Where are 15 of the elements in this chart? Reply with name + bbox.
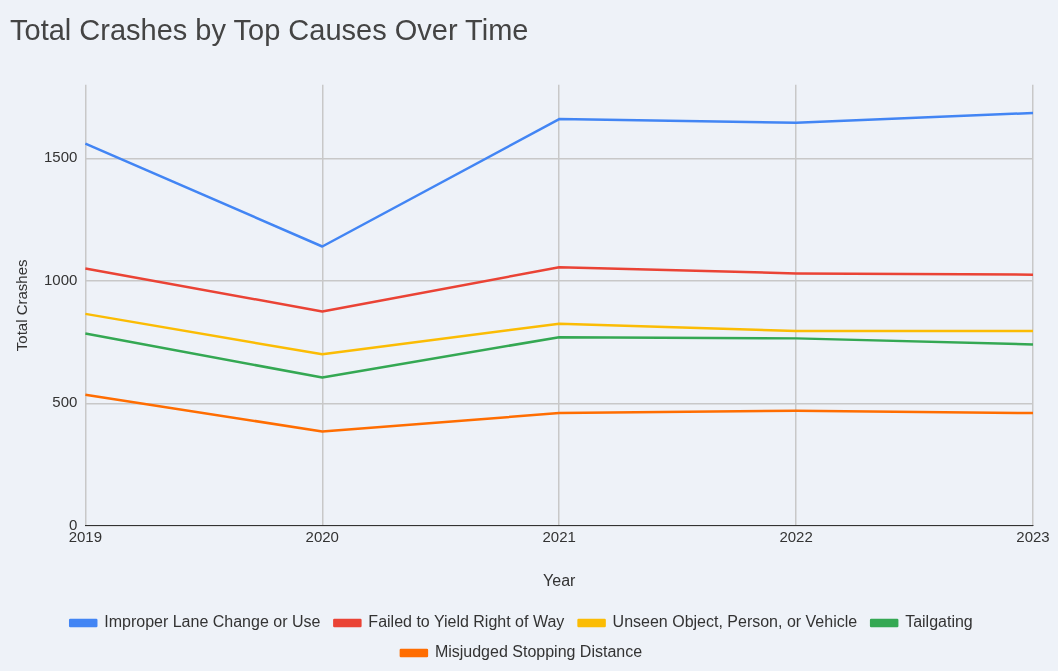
x-axis-title: Year (543, 571, 577, 589)
x-tick-label: 2023 (1016, 527, 1050, 545)
legend-label: Failed to Yield Right of Way (368, 613, 565, 631)
y-tick-label: 1500 (43, 148, 78, 166)
chart-title: Total Crashes by Top Causes Over Time (10, 14, 529, 47)
y-tick-label: 1000 (43, 270, 78, 288)
y-tick-label: 500 (52, 393, 78, 411)
legend-label: Improper Lane Change or Use (104, 613, 321, 631)
legend-label: Misjudged Stopping Distance (434, 643, 643, 661)
x-tick-label: 2020 (305, 527, 339, 545)
x-tick-label: 2021 (542, 527, 576, 545)
legend-label: Unseen Object, Person, or Vehicle (612, 613, 858, 631)
legend-label: Tailgating (905, 613, 973, 631)
y-axis-title: Total Crashes (13, 259, 31, 352)
x-tick-label: 2022 (779, 527, 813, 545)
